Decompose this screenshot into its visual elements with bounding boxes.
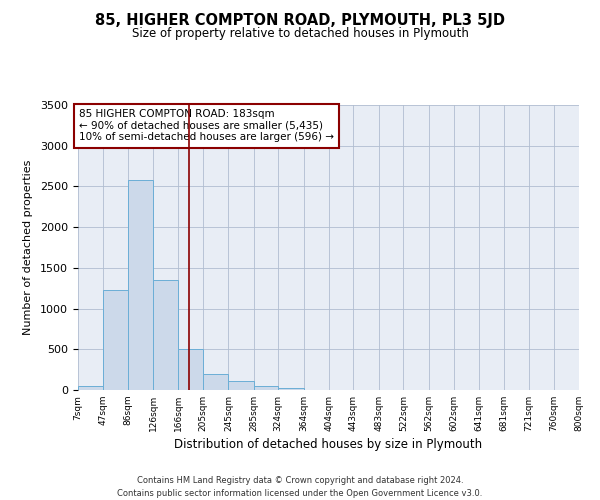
Bar [203,374,229,390]
Text: 85, HIGHER COMPTON ROAD, PLYMOUTH, PL3 5JD: 85, HIGHER COMPTON ROAD, PLYMOUTH, PL3 5… [95,12,505,28]
Bar [103,290,128,390]
Text: 85 HIGHER COMPTON ROAD: 183sqm
← 90% of detached houses are smaller (5,435)
10% : 85 HIGHER COMPTON ROAD: 183sqm ← 90% of … [79,110,334,142]
Text: Size of property relative to detached houses in Plymouth: Size of property relative to detached ho… [131,28,469,40]
Text: Contains public sector information licensed under the Open Government Licence v3: Contains public sector information licen… [118,489,482,498]
Bar [278,388,304,390]
Bar [153,280,178,390]
Bar [178,350,203,390]
Bar [78,386,103,390]
Bar [254,386,278,390]
Y-axis label: Number of detached properties: Number of detached properties [23,160,33,335]
Bar [128,180,153,390]
Text: Contains HM Land Registry data © Crown copyright and database right 2024.: Contains HM Land Registry data © Crown c… [137,476,463,485]
Bar [229,381,254,390]
X-axis label: Distribution of detached houses by size in Plymouth: Distribution of detached houses by size … [175,438,482,451]
